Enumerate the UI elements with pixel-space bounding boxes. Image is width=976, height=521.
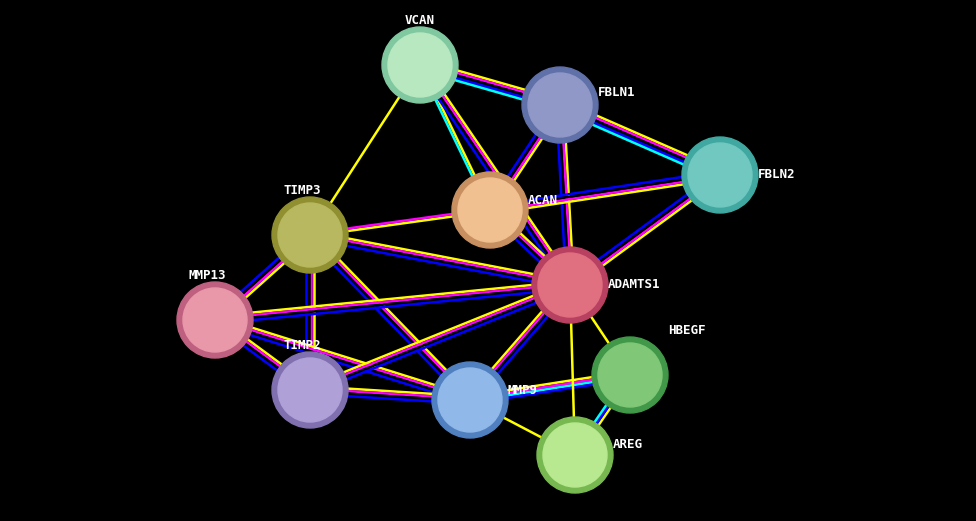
Text: MMP13: MMP13 [188, 269, 225, 282]
Circle shape [592, 337, 668, 413]
Circle shape [452, 172, 528, 248]
Circle shape [538, 253, 602, 317]
Circle shape [177, 282, 253, 358]
Circle shape [522, 67, 598, 143]
Circle shape [272, 352, 348, 428]
Circle shape [543, 423, 607, 487]
Text: VCAN: VCAN [405, 14, 435, 27]
Text: ACAN: ACAN [528, 193, 558, 206]
Circle shape [278, 203, 342, 267]
Circle shape [278, 358, 342, 422]
Text: TIMP3: TIMP3 [283, 184, 321, 197]
Circle shape [183, 288, 247, 352]
Circle shape [432, 362, 508, 438]
Circle shape [682, 137, 758, 213]
Text: TIMP2: TIMP2 [283, 339, 321, 352]
Text: FBLN2: FBLN2 [758, 168, 795, 181]
Text: FBLN1: FBLN1 [598, 86, 635, 100]
Circle shape [532, 247, 608, 323]
Circle shape [458, 178, 522, 242]
Text: AREG: AREG [613, 439, 643, 452]
Text: ADAMTS1: ADAMTS1 [608, 279, 661, 292]
Circle shape [438, 368, 502, 432]
Circle shape [537, 417, 613, 493]
Circle shape [688, 143, 752, 207]
Text: MMP9: MMP9 [508, 383, 538, 396]
Circle shape [388, 33, 452, 97]
Text: HBEGF: HBEGF [668, 324, 706, 337]
Circle shape [382, 27, 458, 103]
Circle shape [272, 197, 348, 273]
Circle shape [598, 343, 662, 407]
Circle shape [528, 73, 592, 137]
